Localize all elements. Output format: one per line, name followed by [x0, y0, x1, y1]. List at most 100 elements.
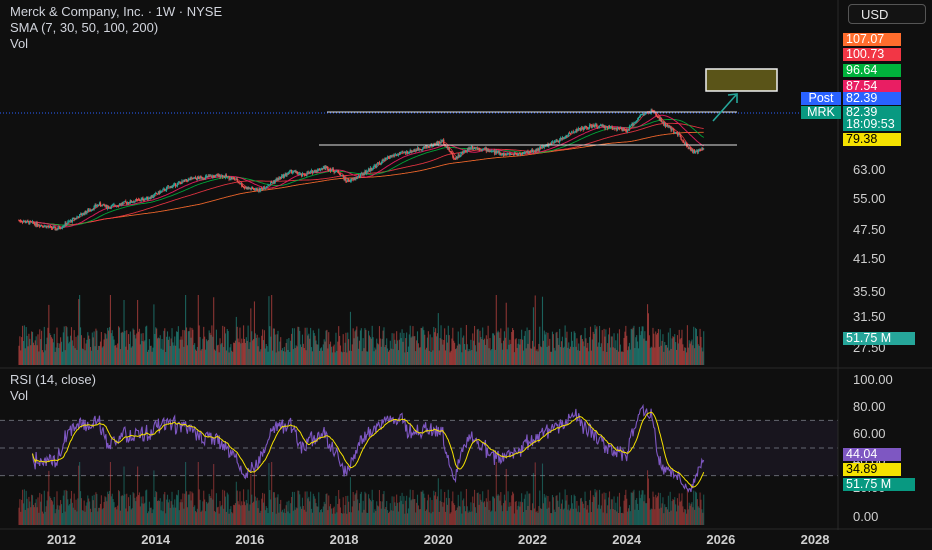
- candle: [130, 200, 132, 203]
- volume-bar: [565, 337, 567, 365]
- volume-bar: [214, 350, 217, 365]
- candle: [466, 147, 468, 154]
- candle: [60, 226, 63, 229]
- volume-bar: [310, 347, 313, 365]
- rsi-volume-bar: [102, 508, 104, 525]
- volume-bar: [611, 336, 613, 365]
- candle: [211, 175, 213, 178]
- volume-bar: [149, 345, 151, 365]
- candle: [315, 170, 317, 173]
- candle: [512, 153, 515, 156]
- volume-bar: [500, 328, 502, 365]
- rsi-volume-bar: [225, 511, 227, 525]
- volume-bar: [352, 328, 354, 365]
- candle: [414, 148, 416, 152]
- volume-bar: [540, 346, 542, 365]
- candle: [96, 204, 98, 207]
- candle: [664, 122, 666, 127]
- candle: [261, 187, 264, 191]
- candle: [540, 145, 543, 148]
- rsi-volume-bar: [602, 512, 604, 525]
- rsi-volume-bar: [186, 507, 188, 525]
- candle: [598, 125, 601, 129]
- volume-bar: [102, 346, 104, 365]
- candle: [393, 153, 395, 158]
- volume-bar: [160, 348, 162, 365]
- rsi-volume-bar: [316, 506, 318, 525]
- volume-bar: [558, 344, 560, 365]
- currency-button[interactable]: USD: [848, 4, 926, 24]
- volume-bar: [328, 332, 330, 365]
- rsi-volume-bar: [377, 506, 380, 525]
- rsi-volume-bar: [22, 489, 24, 525]
- rsi-volume-bar: [141, 503, 143, 525]
- rsi-volume-bar: [423, 493, 425, 525]
- candle: [233, 176, 236, 181]
- price-tag: 82.39: [843, 92, 901, 105]
- volume-bar: [452, 327, 454, 365]
- candle: [160, 191, 162, 193]
- rsi-volume-bar: [44, 511, 46, 525]
- rsi-volume-bar: [608, 491, 611, 525]
- rsi-volume-bar: [55, 509, 57, 525]
- rsi-volume-bar: [145, 490, 147, 525]
- candle: [348, 178, 350, 183]
- rsi-volume-bar: [212, 499, 214, 525]
- volume-bar: [42, 352, 44, 365]
- volume-bar: [269, 326, 271, 365]
- candle: [415, 148, 417, 153]
- sma-legend[interactable]: SMA (7, 30, 50, 100, 200): [10, 20, 159, 35]
- candle: [625, 128, 627, 133]
- rsi-volume-bar: [405, 500, 407, 525]
- candle: [51, 226, 54, 231]
- candle: [116, 205, 118, 208]
- candle: [175, 185, 178, 187]
- candle: [682, 140, 684, 143]
- rsi-volume-bar: [491, 510, 493, 525]
- candle: [79, 212, 82, 216]
- volume-bar: [100, 331, 102, 365]
- candle: [412, 149, 414, 152]
- rsi-volume-bar: [195, 512, 198, 525]
- candle: [514, 152, 516, 155]
- volume-bar: [161, 338, 163, 365]
- candle: [242, 184, 244, 188]
- volume-bar: [412, 326, 414, 365]
- volume-bar: [90, 350, 92, 365]
- candle: [405, 150, 408, 155]
- rsi-volume-bar: [618, 512, 620, 525]
- volume-bar: [405, 338, 407, 365]
- rsi-volume-bar: [516, 509, 518, 525]
- candle: [120, 202, 122, 207]
- candle: [364, 169, 366, 175]
- candle: [284, 172, 286, 177]
- volume-bar: [29, 338, 31, 365]
- rsi-volume-bar: [362, 500, 364, 525]
- volume-bar: [522, 350, 525, 365]
- volume-bar: [233, 342, 236, 365]
- volume-bar: [282, 351, 284, 365]
- volume-bar: [144, 340, 146, 365]
- candle: [258, 187, 260, 194]
- volume-bar: [322, 344, 324, 365]
- candle: [416, 146, 419, 151]
- volume-bar: [245, 337, 247, 365]
- rsi-volume-bar: [243, 501, 246, 525]
- volume-bar: [406, 352, 409, 365]
- rsi-volume-bar: [639, 498, 641, 525]
- price-axis-label: 47.50: [853, 222, 886, 237]
- candle: [404, 150, 406, 154]
- rsi-volume-bar: [375, 511, 377, 525]
- rsi-volume-legend[interactable]: Vol: [10, 388, 29, 403]
- rsi-legend[interactable]: RSI (14, close): [10, 372, 96, 387]
- rsi-volume-bar: [428, 512, 430, 525]
- volume-bar: [428, 350, 430, 365]
- candle: [695, 149, 698, 152]
- candle: [264, 187, 266, 190]
- volume-bar: [551, 331, 553, 365]
- volume-bar: [600, 343, 602, 365]
- volume-bar: [212, 336, 214, 365]
- volume-legend[interactable]: Vol: [10, 36, 29, 51]
- rsi-volume-bar: [474, 489, 476, 525]
